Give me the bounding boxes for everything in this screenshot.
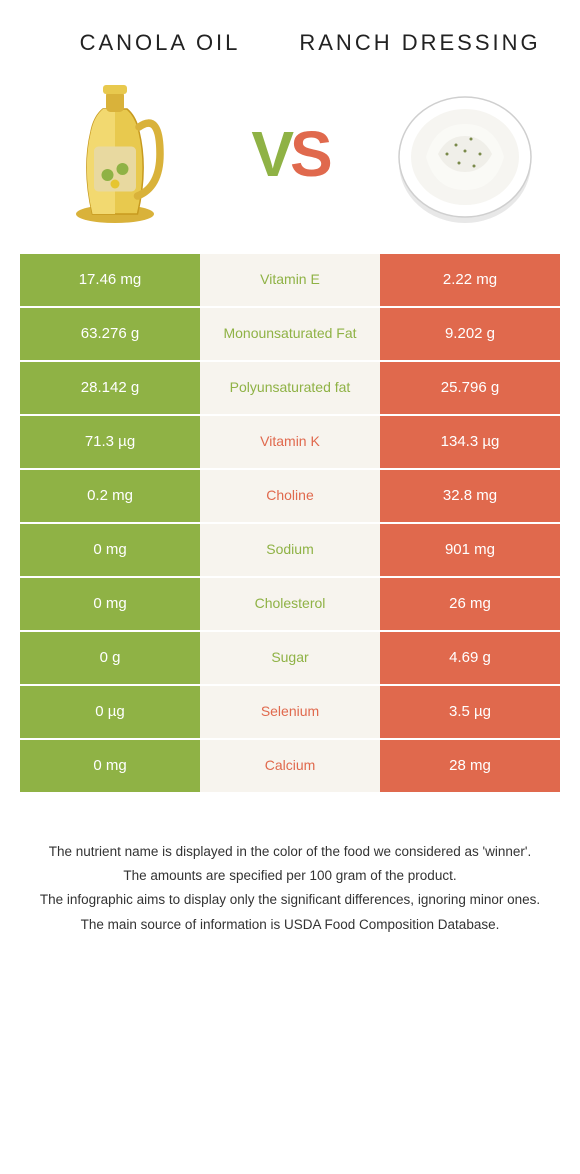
table-row: 63.276 gMonounsaturated Fat9.202 g (20, 308, 560, 360)
right-value: 9.202 g (380, 308, 560, 360)
ranch-dressing-image (390, 79, 540, 229)
right-value: 2.22 mg (380, 254, 560, 306)
nutrient-label: Cholesterol (200, 578, 380, 630)
table-row: 28.142 gPolyunsaturated fat25.796 g (20, 362, 560, 414)
table-row: 0 mgCalcium28 mg (20, 740, 560, 792)
table-row: 0 µgSelenium3.5 µg (20, 686, 560, 738)
images-row: VS (0, 69, 580, 254)
left-title: CANOLA OIL (30, 28, 290, 59)
table-row: 71.3 µgVitamin K134.3 µg (20, 416, 560, 468)
left-value: 17.46 mg (20, 254, 200, 306)
footer-line-1: The nutrient name is displayed in the co… (30, 842, 550, 862)
nutrient-label: Vitamin K (200, 416, 380, 468)
vs-s: S (290, 118, 329, 190)
nutrient-label: Calcium (200, 740, 380, 792)
right-value: 3.5 µg (380, 686, 560, 738)
left-value: 0 mg (20, 740, 200, 792)
vs-v: V (251, 118, 290, 190)
table-row: 17.46 mgVitamin E2.22 mg (20, 254, 560, 306)
nutrient-table: 17.46 mgVitamin E2.22 mg63.276 gMonounsa… (20, 254, 560, 792)
nutrient-label: Vitamin E (200, 254, 380, 306)
nutrient-label: Sugar (200, 632, 380, 684)
table-row: 0 mgCholesterol26 mg (20, 578, 560, 630)
right-title: RANCH DRESSING (290, 28, 550, 59)
right-value: 25.796 g (380, 362, 560, 414)
left-value: 0 mg (20, 524, 200, 576)
left-value: 63.276 g (20, 308, 200, 360)
footer-line-2: The amounts are specified per 100 gram o… (30, 866, 550, 886)
left-value: 0 µg (20, 686, 200, 738)
right-value: 26 mg (380, 578, 560, 630)
left-value: 71.3 µg (20, 416, 200, 468)
nutrient-label: Selenium (200, 686, 380, 738)
right-value: 4.69 g (380, 632, 560, 684)
left-value: 0.2 mg (20, 470, 200, 522)
nutrient-label: Sodium (200, 524, 380, 576)
nutrient-label: Monounsaturated Fat (200, 308, 380, 360)
right-value: 28 mg (380, 740, 560, 792)
nutrient-label: Polyunsaturated fat (200, 362, 380, 414)
left-value: 28.142 g (20, 362, 200, 414)
right-value: 901 mg (380, 524, 560, 576)
table-row: 0.2 mgCholine32.8 mg (20, 470, 560, 522)
vs-label: VS (251, 117, 328, 191)
left-value: 0 g (20, 632, 200, 684)
right-value: 32.8 mg (380, 470, 560, 522)
table-row: 0 mgSodium901 mg (20, 524, 560, 576)
footer-notes: The nutrient name is displayed in the co… (30, 842, 550, 939)
header: CANOLA OIL RANCH DRESSING (0, 0, 580, 69)
footer-line-4: The main source of information is USDA F… (30, 915, 550, 935)
table-row: 0 gSugar4.69 g (20, 632, 560, 684)
right-value: 134.3 µg (380, 416, 560, 468)
nutrient-label: Choline (200, 470, 380, 522)
canola-oil-image (40, 79, 190, 229)
left-value: 0 mg (20, 578, 200, 630)
footer-line-3: The infographic aims to display only the… (30, 890, 550, 910)
